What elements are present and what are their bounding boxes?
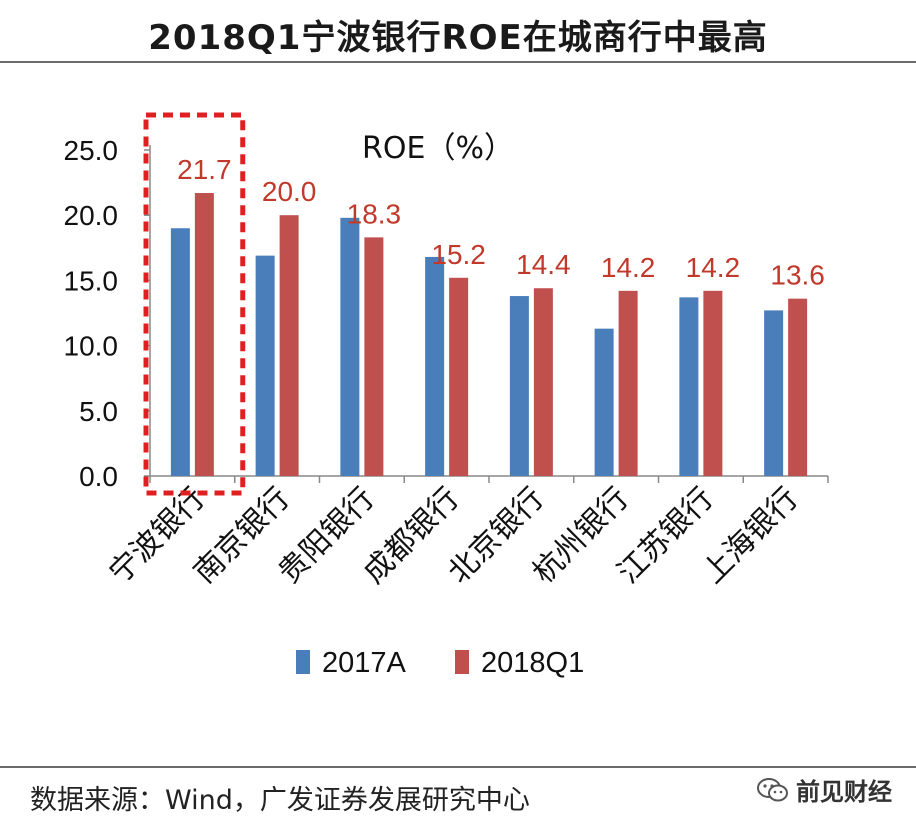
- legend-label: 2017A: [322, 647, 407, 679]
- data-label: 13.6: [770, 260, 825, 291]
- bar-chart: 0.05.010.015.020.025.0 ROE（%）21.7宁波银行20.0…: [64, 112, 829, 679]
- bar-2017A: [679, 297, 699, 476]
- data-label: 14.2: [686, 252, 741, 283]
- bar-2018Q1: [279, 215, 299, 476]
- page-title: 2018Q1宁波银行ROE在城商行中最高: [148, 18, 768, 58]
- wechat-icon: [757, 777, 788, 801]
- bar-2017A: [170, 228, 190, 476]
- bar-2018Q1: [618, 290, 638, 476]
- y-tick-label: 25.0: [64, 135, 119, 166]
- data-label: 14.2: [601, 252, 656, 283]
- source-note: 数据来源：Wind，广发证券发展研究中心: [30, 785, 530, 816]
- bar-2018Q1: [194, 193, 214, 477]
- bar-2018Q1: [533, 288, 553, 476]
- bar-2017A: [594, 328, 614, 476]
- data-label: 15.2: [431, 239, 486, 270]
- bar-2018Q1: [449, 277, 469, 476]
- bar-2017A: [255, 255, 275, 476]
- legend-label: 2018Q1: [481, 647, 584, 679]
- y-tick-label: 10.0: [64, 331, 119, 362]
- legend-swatch-2018Q1: [455, 650, 469, 674]
- bar-2018Q1: [364, 237, 384, 476]
- data-label: 14.4: [516, 249, 571, 280]
- bar-2017A: [764, 310, 784, 476]
- watermark-text: 前见财经: [796, 778, 892, 806]
- bar-2018Q1: [788, 298, 808, 476]
- bar-2017A: [509, 296, 529, 476]
- watermark: 前见财经: [756, 772, 892, 807]
- footer-divider: [0, 766, 916, 768]
- y-tick-label: 0.0: [79, 461, 118, 492]
- data-label: 21.7: [177, 154, 232, 185]
- title-divider: [0, 61, 916, 63]
- y-tick-label: 20.0: [64, 200, 119, 231]
- y-tick-label: 15.0: [64, 265, 119, 296]
- bar-2018Q1: [703, 290, 723, 476]
- data-label: 20.0: [262, 176, 317, 207]
- bar-2017A: [425, 256, 445, 476]
- legend-swatch-2017A: [296, 650, 310, 674]
- bar-2017A: [340, 217, 360, 477]
- chart-title: ROE（%）: [362, 131, 514, 166]
- data-label: 18.3: [347, 198, 402, 229]
- y-tick-label: 5.0: [79, 396, 118, 427]
